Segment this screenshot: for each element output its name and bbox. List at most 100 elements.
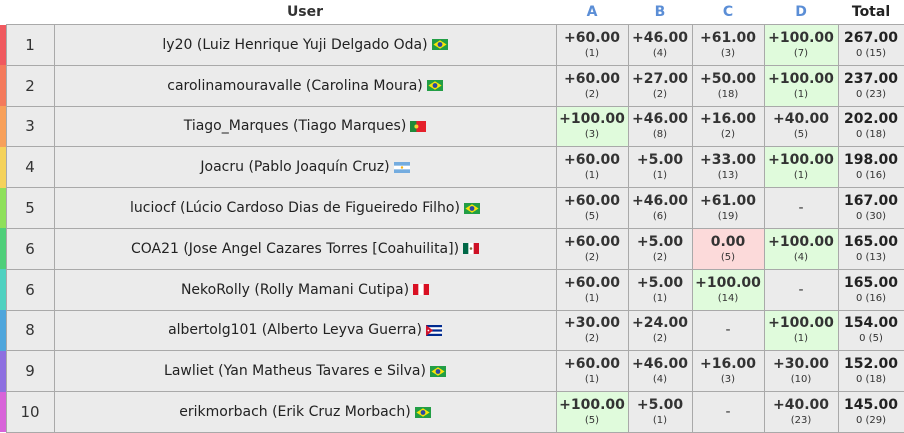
- ranking-rows: 1 ly20 (Luiz Henrique Yuji Delgado Oda) +6…: [0, 24, 904, 433]
- problem-a-score-cell[interactable]: +60.00 (2): [555, 64, 629, 107]
- problem-b-score-cell[interactable]: +46.00 (4): [627, 350, 693, 393]
- problem-c-score-cell[interactable]: +33.00 (13): [691, 146, 765, 189]
- problem-d-score-cell[interactable]: -: [763, 187, 839, 229]
- user-name[interactable]: erikmorbach (Erik Cruz Morbach): [179, 404, 411, 421]
- user-name[interactable]: carolinamouravalle (Carolina Moura): [167, 77, 423, 94]
- attempt-count: (2): [584, 251, 600, 263]
- rank-color-bar: [0, 391, 6, 433]
- problem-c-header[interactable]: C: [692, 0, 764, 25]
- rank-header: [6, 0, 54, 25]
- problem-d-score-cell[interactable]: +40.00 (5): [763, 105, 839, 148]
- problem-b-score-cell[interactable]: +5.00 (2): [627, 227, 693, 270]
- problem-a-score-cell[interactable]: +60.00 (1): [555, 24, 629, 66]
- problem-a-score-cell[interactable]: +60.00 (2): [555, 227, 629, 270]
- problem-c-score-cell[interactable]: +16.00 (2): [691, 105, 765, 148]
- user-cell[interactable]: Tiago_Marques (Tiago Marques): [53, 105, 557, 148]
- total-score: 145.00: [843, 397, 899, 414]
- problem-b-score-cell[interactable]: +46.00 (6): [627, 187, 693, 229]
- total-score: 154.00: [843, 315, 899, 332]
- brazil-flag-icon: [414, 406, 431, 418]
- portugal-flag-icon: [410, 120, 427, 132]
- problem-d-score-cell[interactable]: +100.00 (1): [763, 64, 839, 107]
- score-value: +27.00: [631, 70, 688, 87]
- user-cell[interactable]: ly20 (Luiz Henrique Yuji Delgado Oda): [53, 24, 557, 66]
- user-cell[interactable]: COA21 (Jose Angel Cazares Torres [Coahui…: [53, 227, 557, 270]
- problem-d-score-cell[interactable]: +30.00 (10): [763, 350, 839, 393]
- score-value: +16.00: [699, 356, 756, 373]
- user-cell[interactable]: carolinamouravalle (Carolina Moura): [53, 64, 557, 107]
- rank-color-bar: [0, 269, 6, 311]
- problem-a-score-cell[interactable]: +60.00 (5): [555, 187, 629, 229]
- problem-c-score-cell[interactable]: +61.00 (3): [691, 24, 765, 66]
- user-cell[interactable]: Lawliet (Yan Matheus Tavares e Silva): [53, 350, 557, 393]
- user-name[interactable]: Lawliet (Yan Matheus Tavares e Silva): [164, 363, 426, 380]
- problem-c-score-cell[interactable]: +100.00 (14): [691, 268, 765, 311]
- user-name[interactable]: COA21 (Jose Angel Cazares Torres [Coahui…: [130, 240, 460, 257]
- user-name[interactable]: luciocf (Lúcio Cardoso Dias de Figueired…: [130, 200, 460, 217]
- user-cell[interactable]: erikmorbach (Erik Cruz Morbach): [53, 391, 557, 433]
- user-column-header[interactable]: User: [54, 0, 556, 25]
- problem-c-score-cell[interactable]: +50.00 (18): [691, 64, 765, 107]
- total-score: 165.00: [843, 233, 899, 250]
- problem-b-score-cell[interactable]: +46.00 (4): [627, 24, 693, 66]
- problem-b-score-cell[interactable]: +27.00 (2): [627, 64, 693, 107]
- problem-c-score-cell[interactable]: +61.00 (19): [691, 187, 765, 229]
- problem-a-score-cell[interactable]: +60.00 (1): [555, 146, 629, 189]
- user-cell[interactable]: Joacru (Pablo Joaquín Cruz): [53, 146, 557, 189]
- problem-c-score-cell[interactable]: 0.00 (5): [691, 227, 765, 270]
- score-value: +60.00: [563, 70, 620, 87]
- total-score: 198.00: [843, 152, 899, 169]
- attempt-count: (1): [652, 170, 668, 182]
- problem-b-header[interactable]: B: [628, 0, 692, 25]
- problem-b-score-cell[interactable]: +24.00 (2): [627, 309, 693, 352]
- score-value: +100.00: [559, 397, 625, 414]
- total-cell: 152.00 0 (18): [837, 350, 904, 393]
- attempt-count: (13): [717, 170, 739, 182]
- problem-d-score-cell[interactable]: +100.00 (1): [763, 146, 839, 189]
- user-name[interactable]: Tiago_Marques (Tiago Marques): [183, 118, 407, 135]
- problem-b-score-cell[interactable]: +5.00 (1): [627, 146, 693, 189]
- score-value: +16.00: [699, 111, 756, 128]
- problem-a-score-cell[interactable]: +100.00 (3): [555, 105, 629, 148]
- problem-a-header[interactable]: A: [556, 0, 628, 25]
- score-value: 0.00: [710, 233, 746, 250]
- problem-d-score-cell[interactable]: +100.00 (1): [763, 309, 839, 352]
- total-column-header[interactable]: Total: [838, 0, 904, 25]
- attempt-count: (6): [652, 211, 668, 223]
- total-cell: 198.00 0 (16): [837, 146, 904, 189]
- problem-a-score-cell[interactable]: +30.00 (2): [555, 309, 629, 352]
- total-penalty: 0 (5): [859, 333, 883, 345]
- rank-cell: 8: [5, 309, 55, 352]
- user-cell[interactable]: luciocf (Lúcio Cardoso Dias de Figueired…: [53, 187, 557, 229]
- user-cell[interactable]: NekoRolly (Rolly Mamani Cutipa): [53, 268, 557, 311]
- problem-d-score-cell[interactable]: -: [763, 268, 839, 311]
- problem-b-score-cell[interactable]: +5.00 (1): [627, 391, 693, 433]
- user-name[interactable]: albertolg101 (Alberto Leyva Guerra): [168, 322, 422, 339]
- score-value: +60.00: [563, 152, 620, 169]
- problem-d-header[interactable]: D: [764, 0, 838, 25]
- attempt-count: (3): [720, 47, 736, 59]
- problem-a-score-cell[interactable]: +60.00 (1): [555, 268, 629, 311]
- score-value: +33.00: [699, 152, 756, 169]
- problem-a-score-cell[interactable]: +100.00 (5): [555, 391, 629, 433]
- user-cell[interactable]: albertolg101 (Alberto Leyva Guerra): [53, 309, 557, 352]
- problem-c-score-cell[interactable]: -: [691, 391, 765, 433]
- user-name[interactable]: ly20 (Luiz Henrique Yuji Delgado Oda): [162, 36, 428, 53]
- problem-b-score-cell[interactable]: +46.00 (8): [627, 105, 693, 148]
- problem-a-score-cell[interactable]: +60.00 (1): [555, 350, 629, 393]
- problem-c-score-cell[interactable]: -: [691, 309, 765, 352]
- total-cell: 267.00 0 (15): [837, 24, 904, 66]
- attempt-count: (3): [720, 374, 736, 386]
- score-value: +100.00: [559, 111, 625, 128]
- problem-d-score-cell[interactable]: +100.00 (7): [763, 24, 839, 66]
- user-name[interactable]: Joacru (Pablo Joaquín Cruz): [200, 159, 390, 176]
- problem-d-score-cell[interactable]: +100.00 (4): [763, 227, 839, 270]
- problem-c-score-cell[interactable]: +16.00 (3): [691, 350, 765, 393]
- problem-d-score-cell[interactable]: +40.00 (23): [763, 391, 839, 433]
- total-score: 165.00: [843, 274, 899, 291]
- user-name[interactable]: NekoRolly (Rolly Mamani Cutipa): [180, 281, 410, 298]
- score-value: +5.00: [636, 274, 684, 291]
- score-value: +61.00: [699, 193, 756, 210]
- attempt-count: (1): [793, 88, 809, 100]
- problem-b-score-cell[interactable]: +5.00 (1): [627, 268, 693, 311]
